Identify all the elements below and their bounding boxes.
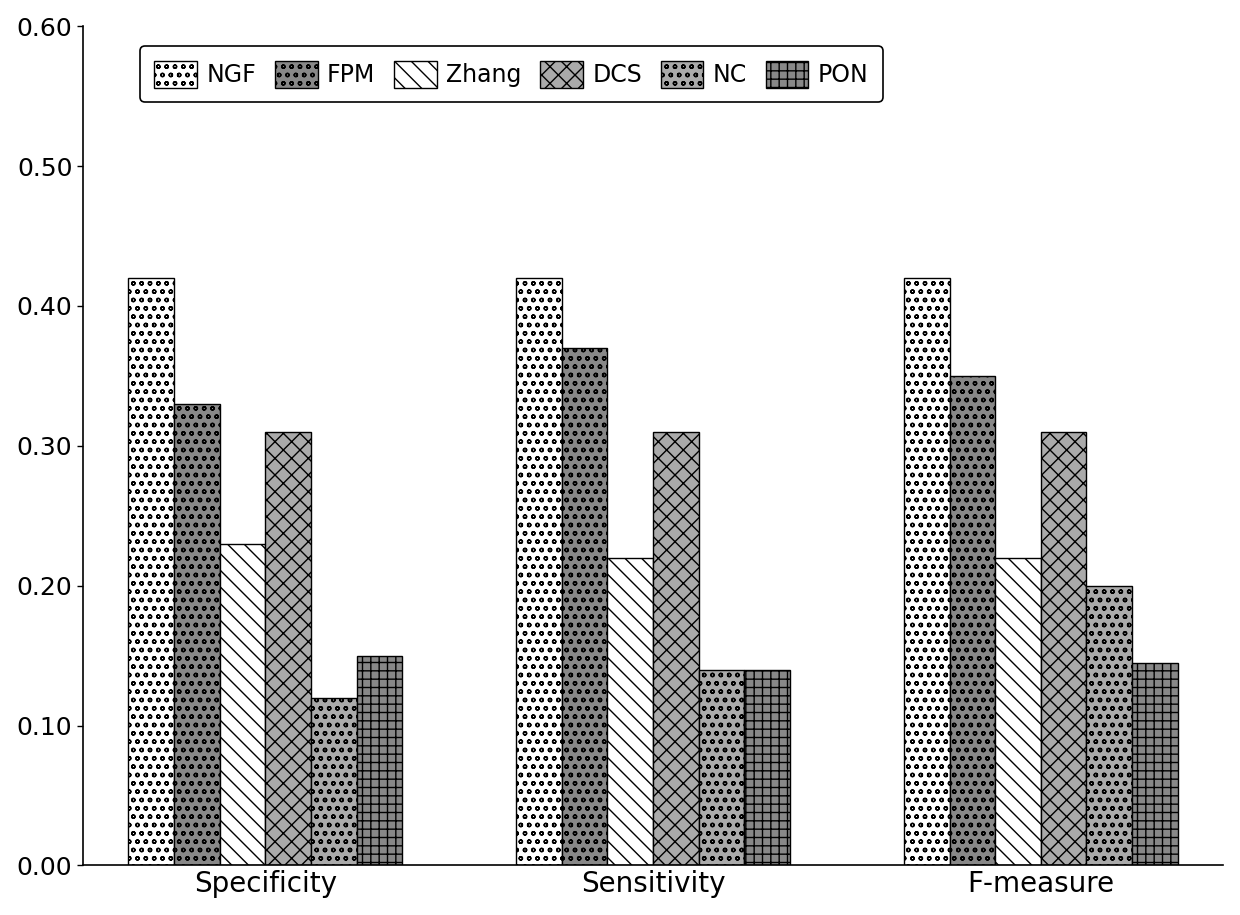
Bar: [950, 376, 996, 866]
Bar: [311, 697, 357, 866]
Bar: [129, 278, 174, 866]
Bar: [1040, 432, 1086, 866]
Bar: [1086, 586, 1132, 866]
Bar: [357, 656, 402, 866]
Bar: [174, 404, 219, 866]
Bar: [562, 348, 608, 866]
Bar: [744, 670, 790, 866]
Legend: NGF, FPM, Zhang, DCS, NC, PON: NGF, FPM, Zhang, DCS, NC, PON: [140, 47, 883, 102]
Bar: [904, 278, 950, 866]
Bar: [608, 558, 653, 866]
Bar: [516, 278, 562, 866]
Bar: [265, 432, 311, 866]
Bar: [219, 544, 265, 866]
Bar: [653, 432, 698, 866]
Bar: [996, 558, 1040, 866]
Bar: [698, 670, 744, 866]
Bar: [1132, 662, 1178, 866]
